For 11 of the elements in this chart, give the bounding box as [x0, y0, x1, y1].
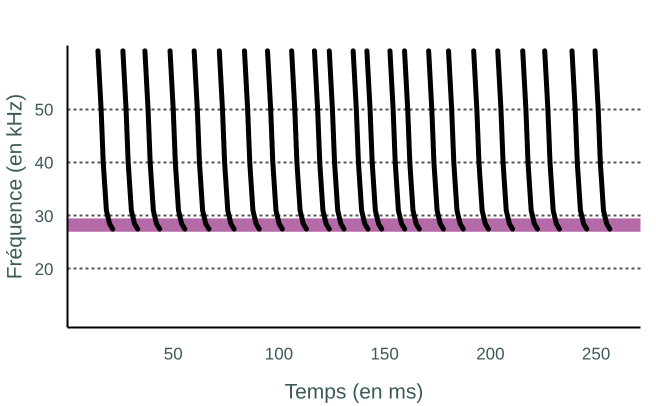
- x-tick-label: 50: [164, 344, 183, 364]
- x-tick-label: 200: [476, 344, 505, 364]
- x-tick-label: 100: [264, 344, 294, 364]
- y-tick-label: 20: [34, 260, 54, 279]
- y-tick-label: 40: [34, 154, 54, 173]
- x-tick-label: 250: [582, 344, 610, 364]
- y-axis-title: Fréquence (en kHz): [4, 94, 27, 280]
- y-tick-label: 50: [34, 100, 54, 120]
- x-axis-title: Temps (en ms): [284, 380, 424, 404]
- y-tick-label: 30: [34, 206, 54, 226]
- x-tick-label: 150: [370, 344, 399, 364]
